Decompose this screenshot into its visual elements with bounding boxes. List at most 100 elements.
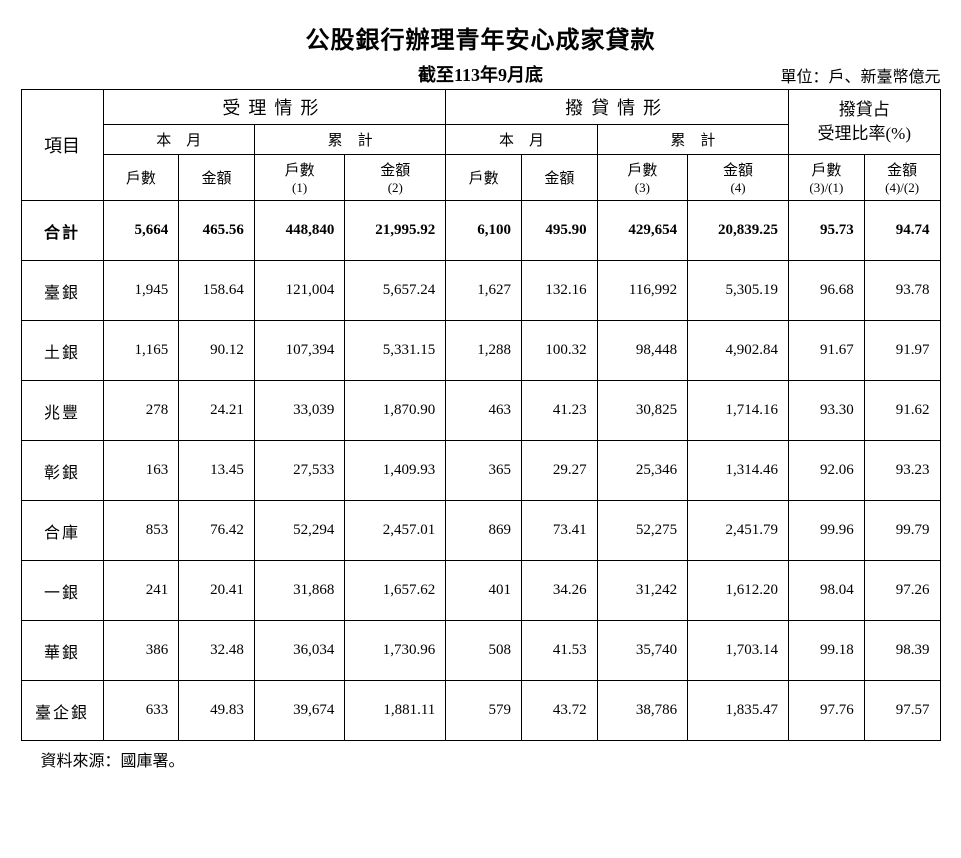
cell: 21,995.92 bbox=[345, 201, 446, 261]
cell: 49.83 bbox=[179, 681, 255, 741]
cell: 76.42 bbox=[179, 501, 255, 561]
cell: 35,740 bbox=[597, 621, 687, 681]
h-count-1: 戶數(1) bbox=[254, 155, 344, 201]
cell: 99.18 bbox=[789, 621, 865, 681]
loan-table: 項目 受理情形 撥貸情形 撥貸占 受理比率(%) 本 月 累 計 本 月 累 計… bbox=[21, 89, 941, 741]
source-note: 資料來源：國庫署。 bbox=[41, 747, 941, 771]
cell: 1,945 bbox=[103, 261, 179, 321]
cell: 121,004 bbox=[254, 261, 344, 321]
cell: 508 bbox=[446, 621, 522, 681]
col-accept: 受理情形 bbox=[103, 90, 446, 125]
cell: 465.56 bbox=[179, 201, 255, 261]
cell: 116,992 bbox=[597, 261, 687, 321]
row-label: 合庫 bbox=[21, 501, 103, 561]
cell: 96.68 bbox=[789, 261, 865, 321]
cell: 869 bbox=[446, 501, 522, 561]
col-accept-month: 本 月 bbox=[103, 125, 254, 155]
cell: 633 bbox=[103, 681, 179, 741]
cell: 1,409.93 bbox=[345, 441, 446, 501]
h-amount-4: 金額(4) bbox=[688, 155, 789, 201]
cell: 92.06 bbox=[789, 441, 865, 501]
cell: 97.26 bbox=[864, 561, 940, 621]
cell: 1,835.47 bbox=[688, 681, 789, 741]
cell: 1,165 bbox=[103, 321, 179, 381]
cell: 1,870.90 bbox=[345, 381, 446, 441]
cell: 463 bbox=[446, 381, 522, 441]
row-label: 土銀 bbox=[21, 321, 103, 381]
h-count: 戶數 bbox=[103, 155, 179, 201]
col-item: 項目 bbox=[21, 90, 103, 201]
cell: 38,786 bbox=[597, 681, 687, 741]
cell: 34.26 bbox=[521, 561, 597, 621]
row-label: 一銀 bbox=[21, 561, 103, 621]
cell: 1,714.16 bbox=[688, 381, 789, 441]
row-label: 彰銀 bbox=[21, 441, 103, 501]
h-amount-2: 金額(2) bbox=[345, 155, 446, 201]
cell: 93.78 bbox=[864, 261, 940, 321]
cell: 25,346 bbox=[597, 441, 687, 501]
cell: 1,730.96 bbox=[345, 621, 446, 681]
cell: 97.76 bbox=[789, 681, 865, 741]
cell: 2,457.01 bbox=[345, 501, 446, 561]
cell: 98,448 bbox=[597, 321, 687, 381]
col-disburse: 撥貸情形 bbox=[446, 90, 789, 125]
cell: 1,288 bbox=[446, 321, 522, 381]
cell: 31,868 bbox=[254, 561, 344, 621]
cell: 20.41 bbox=[179, 561, 255, 621]
cell: 91.62 bbox=[864, 381, 940, 441]
cell: 5,657.24 bbox=[345, 261, 446, 321]
row-label: 臺銀 bbox=[21, 261, 103, 321]
cell: 278 bbox=[103, 381, 179, 441]
cell: 132.16 bbox=[521, 261, 597, 321]
cell: 401 bbox=[446, 561, 522, 621]
page-title: 公股銀行辦理青年安心成家貸款 bbox=[21, 20, 941, 55]
cell: 2,451.79 bbox=[688, 501, 789, 561]
cell: 495.90 bbox=[521, 201, 597, 261]
col-accept-cum: 累 計 bbox=[254, 125, 445, 155]
cell: 41.53 bbox=[521, 621, 597, 681]
cell: 36,034 bbox=[254, 621, 344, 681]
cell: 5,305.19 bbox=[688, 261, 789, 321]
cell: 93.30 bbox=[789, 381, 865, 441]
h-ratio-amount: 金額(4)/(2) bbox=[864, 155, 940, 201]
cell: 31,242 bbox=[597, 561, 687, 621]
cell: 1,314.46 bbox=[688, 441, 789, 501]
cell: 429,654 bbox=[597, 201, 687, 261]
cell: 41.23 bbox=[521, 381, 597, 441]
cell: 93.23 bbox=[864, 441, 940, 501]
cell: 95.73 bbox=[789, 201, 865, 261]
cell: 27,533 bbox=[254, 441, 344, 501]
cell: 98.39 bbox=[864, 621, 940, 681]
cell: 1,612.20 bbox=[688, 561, 789, 621]
h-count-3: 戶數(3) bbox=[597, 155, 687, 201]
cell: 39,674 bbox=[254, 681, 344, 741]
unit-label: 單位：戶、新臺幣億元 bbox=[780, 63, 940, 87]
cell: 1,627 bbox=[446, 261, 522, 321]
h-amount: 金額 bbox=[521, 155, 597, 201]
cell: 5,331.15 bbox=[345, 321, 446, 381]
ratio-line1: 撥貸占 bbox=[839, 100, 890, 119]
cell: 448,840 bbox=[254, 201, 344, 261]
row-label: 華銀 bbox=[21, 621, 103, 681]
cell: 163 bbox=[103, 441, 179, 501]
cell: 13.45 bbox=[179, 441, 255, 501]
cell: 52,294 bbox=[254, 501, 344, 561]
cell: 5,664 bbox=[103, 201, 179, 261]
cell: 30,825 bbox=[597, 381, 687, 441]
cell: 158.64 bbox=[179, 261, 255, 321]
col-disburse-cum: 累 計 bbox=[597, 125, 788, 155]
h-amount: 金額 bbox=[179, 155, 255, 201]
cell: 1,881.11 bbox=[345, 681, 446, 741]
cell: 90.12 bbox=[179, 321, 255, 381]
cell: 99.96 bbox=[789, 501, 865, 561]
cell: 579 bbox=[446, 681, 522, 741]
col-ratio: 撥貸占 受理比率(%) bbox=[789, 90, 940, 155]
cell: 91.97 bbox=[864, 321, 940, 381]
cell: 97.57 bbox=[864, 681, 940, 741]
cell: 73.41 bbox=[521, 501, 597, 561]
cell: 94.74 bbox=[864, 201, 940, 261]
cell: 6,100 bbox=[446, 201, 522, 261]
cell: 99.79 bbox=[864, 501, 940, 561]
cell: 107,394 bbox=[254, 321, 344, 381]
cell: 29.27 bbox=[521, 441, 597, 501]
